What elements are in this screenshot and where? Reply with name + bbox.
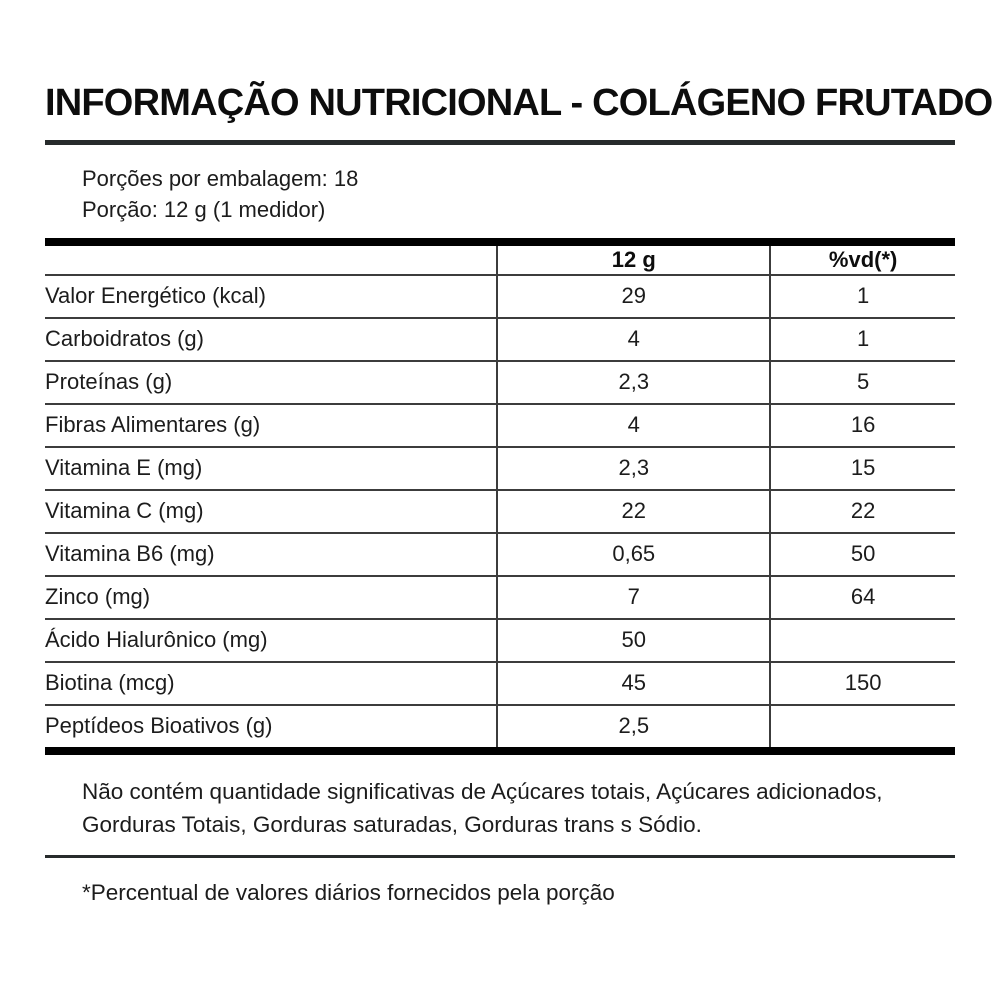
table-row: Biotina (mcg) 45 150: [45, 661, 955, 706]
daily-value-cell: 1: [769, 274, 955, 319]
daily-value-cell: 150: [769, 661, 955, 706]
nutrient-label-cell: Vitamina B6 (mg): [45, 532, 498, 577]
daily-value-cell: 5: [769, 360, 955, 405]
nutrition-table: 12 g %vd(*) Valor Energético (kcal) 29 1 Ca…: [45, 237, 955, 755]
table-row: Proteínas (g) 2,3 5: [45, 360, 955, 405]
nutrient-label-cell: Ácido Hialurônico (mg): [45, 618, 498, 663]
nutrient-label-cell: Biotina (mcg): [45, 661, 498, 706]
footnote-no-significant-amounts: Não contém quantidade significativas de …: [82, 778, 883, 837]
serving-info: Porções por embalagem: 18 Porção: 12 g (…: [82, 163, 955, 225]
daily-value-cell: 22: [769, 489, 955, 534]
table-row: Vitamina E (mg) 2,3 15: [45, 446, 955, 491]
nutrient-label-cell: Peptídeos Bioativos (g): [45, 713, 273, 739]
amount-cell: 50: [496, 618, 771, 663]
nutrient-label-cell: Vitamina C (mg): [45, 489, 498, 534]
amount-cell: 2,3: [496, 446, 771, 491]
daily-value-cell: 50: [769, 532, 955, 577]
amount-cell: 29: [496, 274, 771, 319]
title-divider-rule: [45, 139, 955, 145]
table-row: Vitamina C (mg) 22 22: [45, 489, 955, 534]
amount-cell: 4: [496, 317, 771, 362]
nutrient-label-cell: Valor Energético (kcal): [45, 274, 498, 319]
nutrient-label-cell: Carboidratos (g): [45, 317, 498, 362]
amount-cell: 0,65: [496, 532, 771, 577]
nutrient-label-cell: Zinco (mg): [45, 575, 498, 620]
footnote-daily-value: *Percentual de valores diários fornecido…: [82, 879, 615, 905]
table-row: Ácido Hialurônico (mg) 50: [45, 618, 955, 663]
table-row: Zinco (mg) 7 64: [45, 575, 955, 620]
table-row: Carboidratos (g) 4 1: [45, 317, 955, 362]
daily-value-cell: [769, 704, 955, 751]
table-row: Valor Energético (kcal) 29 1: [45, 274, 955, 319]
amount-cell: 2,5: [496, 704, 771, 751]
amount-cell: 4: [496, 403, 771, 448]
footnote-divider-rule: [45, 854, 955, 858]
nutrition-table-body: Valor Energético (kcal) 29 1 Carboidratos (…: [45, 274, 955, 751]
header-row: 12 g %vd(*): [45, 241, 955, 276]
table-row: Fibras Alimentares (g) 4 16: [45, 403, 955, 448]
nutrient-label-cell: Vitamina E (mg): [45, 446, 498, 491]
amount-cell: 22: [496, 489, 771, 534]
amount-cell: 2,3: [496, 360, 771, 405]
servings-per-package: Porções por embalagem: 18: [82, 165, 359, 191]
nutrition-table-header: 12 g %vd(*): [45, 241, 955, 276]
header-nutrient-column: [45, 241, 498, 276]
page-title: INFORMAÇÃO NUTRICIONAL - COLÁGENO FRUTAD…: [45, 82, 993, 124]
nutrient-label-cell: Fibras Alimentares (g): [45, 403, 498, 448]
header-daily-value-column: %vd(*): [769, 241, 955, 276]
amount-cell: 45: [496, 661, 771, 706]
nutrient-label-cell: Proteínas (g): [45, 360, 498, 405]
daily-value-cell: 15: [769, 446, 955, 491]
table-row: Peptídeos Bioativos (g) 2,5: [45, 704, 955, 751]
daily-value-cell: 16: [769, 403, 955, 448]
serving-size: Porção: 12 g (1 medidor): [82, 196, 326, 222]
daily-value-cell: [769, 618, 955, 663]
daily-value-cell: 64: [769, 575, 955, 620]
amount-cell: 7: [496, 575, 771, 620]
header-amount-column: 12 g: [496, 241, 771, 276]
table-row: Vitamina B6 (mg) 0,65 50: [45, 532, 955, 577]
daily-value-cell: 1: [769, 317, 955, 362]
